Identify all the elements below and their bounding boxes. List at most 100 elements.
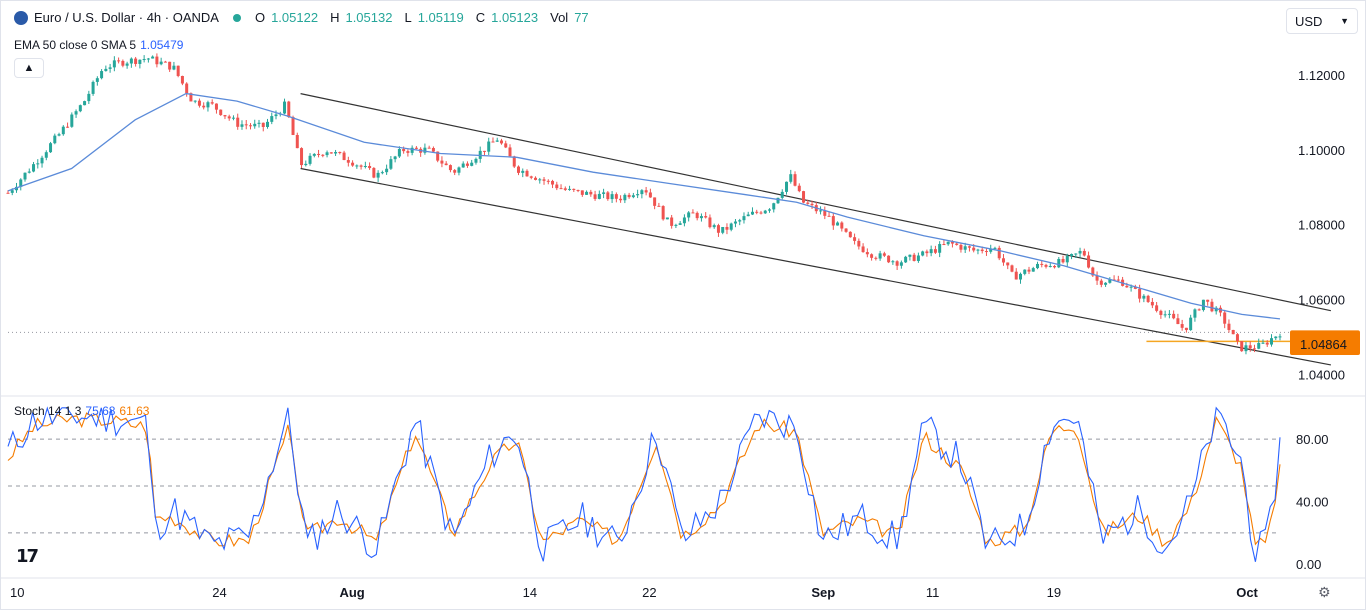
candle-body bbox=[929, 249, 933, 254]
candle-body bbox=[797, 185, 801, 192]
candle-body bbox=[440, 160, 444, 164]
candle-body bbox=[70, 114, 74, 127]
candle-body bbox=[1223, 312, 1227, 324]
candle-body bbox=[959, 244, 963, 250]
ema-label: EMA 50 close 0 SMA 5 bbox=[14, 38, 137, 52]
candle-body bbox=[593, 194, 597, 199]
candle-body bbox=[759, 212, 763, 214]
candle-body bbox=[508, 147, 512, 157]
candle-body bbox=[661, 206, 665, 220]
candle-body bbox=[938, 244, 942, 253]
candle-body bbox=[125, 63, 129, 66]
candle-body bbox=[227, 116, 231, 119]
candle-body bbox=[1235, 334, 1239, 342]
volume-value: 77 bbox=[574, 10, 589, 25]
candle-body bbox=[300, 148, 304, 166]
candle-body bbox=[980, 249, 984, 252]
candle-body bbox=[631, 195, 635, 198]
candle-body bbox=[738, 220, 742, 222]
candle-body bbox=[895, 261, 899, 266]
candle-body bbox=[559, 188, 563, 190]
candle-body bbox=[61, 126, 65, 135]
symbol-title[interactable]: Euro / U.S. Dollar · 4h · OANDA bbox=[34, 10, 219, 25]
market-status-icon bbox=[232, 13, 241, 22]
stoch-k-line[interactable] bbox=[7, 406, 1281, 562]
chevron-up-icon: ▲ bbox=[23, 62, 35, 74]
candle-body bbox=[495, 140, 499, 142]
candle-body bbox=[844, 228, 848, 232]
candle-body bbox=[1031, 268, 1035, 272]
candle-body bbox=[338, 152, 342, 154]
candle-body bbox=[321, 154, 325, 156]
candle-body bbox=[551, 180, 555, 185]
time-axis-tick: Aug bbox=[339, 585, 364, 600]
candle-body bbox=[538, 179, 542, 181]
candle-body bbox=[725, 226, 729, 230]
stoch-d-line[interactable] bbox=[7, 412, 1281, 548]
collapse-legend-button[interactable]: ▲ bbox=[14, 58, 44, 78]
candle-body bbox=[776, 197, 780, 204]
channel-lower-line[interactable] bbox=[300, 167, 1331, 366]
candle-body bbox=[342, 152, 346, 161]
candle-body bbox=[678, 223, 682, 225]
candle-body bbox=[908, 254, 912, 257]
candle-body bbox=[295, 134, 299, 149]
candle-body bbox=[1167, 313, 1171, 315]
candle-body bbox=[1244, 345, 1248, 352]
gear-icon[interactable]: ⚙ bbox=[1318, 584, 1331, 600]
candle-body bbox=[912, 254, 916, 261]
candle-body bbox=[1163, 314, 1167, 316]
candle-body bbox=[665, 217, 669, 220]
candle-body bbox=[1053, 266, 1057, 268]
candle-body bbox=[580, 190, 584, 195]
candle-body bbox=[1078, 250, 1082, 254]
candle-body bbox=[525, 170, 529, 177]
ohlc-low-value: 1.05119 bbox=[417, 10, 464, 25]
candle-body bbox=[1116, 279, 1120, 281]
candle-body bbox=[976, 249, 980, 251]
volume-key: Vol bbox=[550, 10, 569, 25]
candle-body bbox=[1006, 262, 1010, 266]
candle-body bbox=[372, 168, 376, 178]
candle-body bbox=[602, 192, 606, 194]
ema-indicator-legend[interactable]: EMA 50 close 0 SMA 5 1.05479 bbox=[14, 38, 183, 52]
candle-body bbox=[1104, 282, 1108, 285]
price-label-box bbox=[1290, 332, 1360, 355]
candle-body bbox=[57, 134, 61, 136]
candle-body bbox=[1231, 329, 1235, 335]
ema-line[interactable] bbox=[7, 92, 1281, 320]
candle-body bbox=[967, 246, 971, 248]
candle-body bbox=[865, 252, 869, 255]
ohlc-high-value: 1.05132 bbox=[345, 10, 393, 25]
candle-body bbox=[185, 83, 189, 94]
stoch-label: Stoch 14 1 3 bbox=[14, 404, 82, 418]
currency-label: USD bbox=[1295, 13, 1323, 29]
candle-body bbox=[657, 205, 661, 207]
time-axis-tick: 22 bbox=[642, 585, 656, 600]
candle-body bbox=[793, 174, 797, 186]
candle-body bbox=[1074, 253, 1078, 255]
stoch-legend[interactable]: Stoch 14 1 3 75.68 61.63 bbox=[14, 404, 149, 418]
time-axis-tick: 11 bbox=[926, 585, 940, 600]
candle-body bbox=[789, 174, 793, 182]
candle-body bbox=[108, 67, 112, 69]
candle-body bbox=[1210, 301, 1214, 312]
candle-body bbox=[997, 247, 1001, 259]
candle-body bbox=[308, 155, 312, 164]
candle-body bbox=[397, 148, 401, 157]
candle-body bbox=[1257, 342, 1261, 349]
candle-body bbox=[1240, 341, 1244, 352]
candle-body bbox=[1070, 254, 1074, 256]
candle-body bbox=[223, 115, 227, 117]
candle-body bbox=[993, 247, 997, 249]
time-axis-tick: Oct bbox=[1236, 585, 1258, 600]
candle-body bbox=[355, 165, 359, 167]
candle-body bbox=[444, 163, 448, 166]
candle-body bbox=[670, 217, 674, 226]
currency-selector[interactable]: USD ▼ bbox=[1286, 8, 1358, 34]
candle-body bbox=[1099, 280, 1103, 285]
channel-upper-line[interactable] bbox=[300, 93, 1332, 312]
candle-body bbox=[138, 59, 142, 64]
candle-body bbox=[836, 222, 840, 226]
